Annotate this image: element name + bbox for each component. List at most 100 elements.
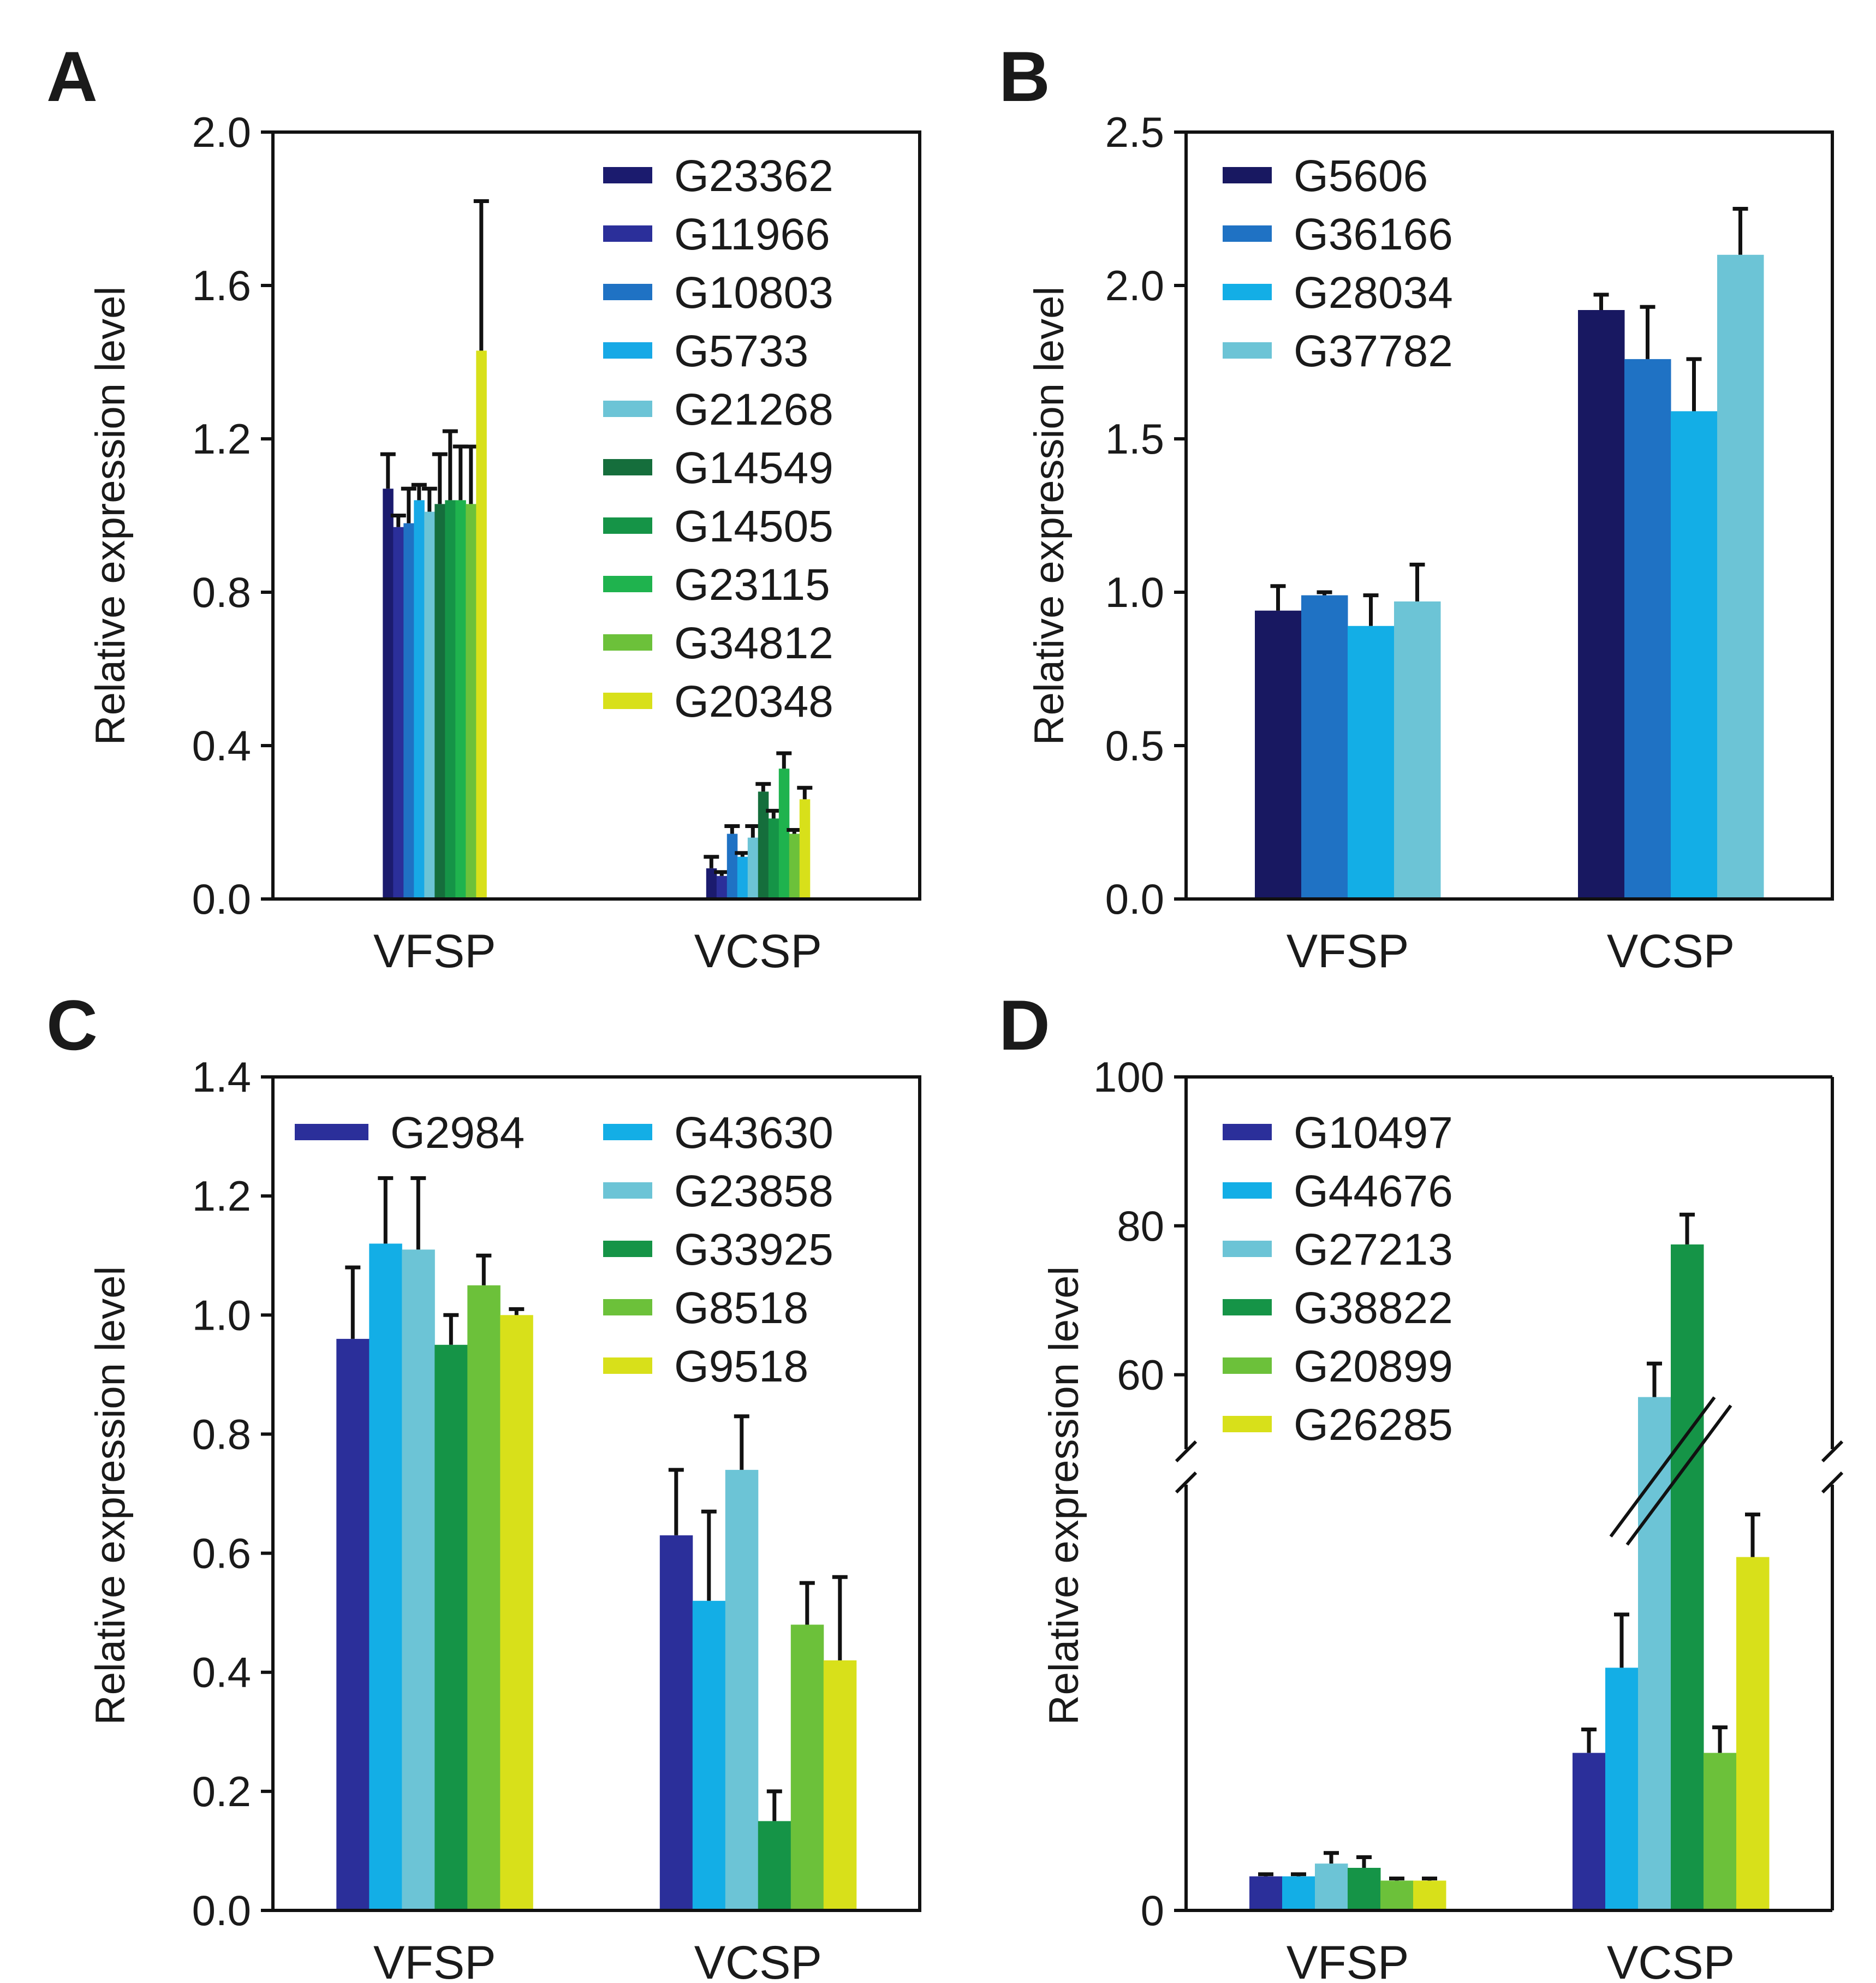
y-axis-label: Relative expression level bbox=[87, 287, 134, 746]
legend-label-g14505: G14505 bbox=[674, 502, 833, 551]
y-tick-label: 0.4 bbox=[192, 1648, 251, 1696]
bar-g23115-vfsp bbox=[455, 500, 466, 899]
plot-frame bbox=[271, 130, 921, 901]
bar-g34812-vfsp bbox=[466, 504, 477, 899]
legend-swatch-g8518 bbox=[603, 1299, 652, 1315]
bar-g5733-vcsp bbox=[737, 856, 748, 899]
plot-frame bbox=[1184, 130, 1834, 901]
legend-swatch-g10803 bbox=[603, 284, 652, 300]
bar-g2984-vfsp bbox=[336, 1338, 370, 1910]
bar-g26285-vcsp bbox=[1736, 1557, 1770, 1910]
legend-label-g33925: G33925 bbox=[674, 1225, 833, 1275]
panel-c: C Relative expression level VFSP VCSP 0.0 0.2… bbox=[46, 985, 921, 1983]
category-label-vcsp: VCSP bbox=[694, 925, 822, 978]
legend-label-g27213: G27213 bbox=[1294, 1225, 1453, 1275]
legend-swatch-g36166 bbox=[1223, 225, 1272, 242]
legend-label-g10497: G10497 bbox=[1294, 1108, 1453, 1158]
category-label-vcsp: VCSP bbox=[1607, 1937, 1735, 1983]
bar-g20348-vcsp bbox=[799, 799, 811, 899]
bar-g11966-vcsp bbox=[716, 876, 728, 899]
bar-g33925-vcsp bbox=[758, 1821, 791, 1910]
bar-g36166-vcsp bbox=[1624, 359, 1671, 899]
legend-swatch-g43630 bbox=[603, 1124, 652, 1140]
legend-label-g38822: G38822 bbox=[1294, 1283, 1453, 1333]
y-tick-label: 0.0 bbox=[192, 875, 251, 923]
bar-g21268-vcsp bbox=[747, 837, 759, 899]
bar-g11966-vfsp bbox=[393, 527, 404, 899]
bar-g43630-vfsp bbox=[369, 1243, 402, 1910]
category-label-vfsp: VFSP bbox=[1287, 1937, 1409, 1983]
bar-g23362-vfsp bbox=[383, 489, 394, 899]
y-axis-label: Relative expression level bbox=[1041, 1266, 1087, 1725]
bar-g28034-vcsp bbox=[1671, 411, 1718, 899]
bar-g33925-vfsp bbox=[434, 1344, 468, 1910]
bar-g36166-vfsp bbox=[1301, 595, 1348, 899]
bar-g5733-vfsp bbox=[414, 500, 425, 899]
category-label-vcsp: VCSP bbox=[1607, 925, 1735, 978]
legend-swatch-g23115 bbox=[603, 576, 652, 592]
y-tick-label: 100 bbox=[1093, 1053, 1164, 1101]
legend-swatch-g10497 bbox=[1223, 1124, 1272, 1140]
legend-swatch-g2984 bbox=[295, 1124, 368, 1140]
legend-label-g14549: G14549 bbox=[674, 443, 833, 493]
legend-label-g26285: G26285 bbox=[1294, 1400, 1453, 1450]
axis-break-mark bbox=[1175, 1440, 1198, 1463]
bar-g8518-vfsp bbox=[467, 1285, 501, 1911]
legend-label-g28034: G28034 bbox=[1294, 268, 1453, 318]
legend-swatch-g23362 bbox=[603, 167, 652, 183]
y-tick-label: 1.2 bbox=[192, 1172, 251, 1220]
bar-g38822-vfsp bbox=[1348, 1868, 1381, 1910]
legend-swatch-g5606 bbox=[1223, 167, 1272, 183]
bar-g28034-vfsp bbox=[1348, 626, 1395, 899]
legend-label-g34812: G34812 bbox=[674, 618, 833, 668]
legend-swatch-g21268 bbox=[603, 401, 652, 417]
legend-swatch-g34812 bbox=[603, 634, 652, 651]
bar-g26285-vfsp bbox=[1413, 1880, 1446, 1910]
y-tick-label: 0.8 bbox=[192, 1410, 251, 1458]
bar-g21268-vfsp bbox=[424, 511, 435, 899]
legend-swatch-g38822 bbox=[1223, 1299, 1272, 1315]
panel-b: B Relative expression level VFSP VCSP 0.0 0.5… bbox=[999, 37, 1834, 978]
bar-g9518-vfsp bbox=[500, 1315, 533, 1910]
bar-g10497-vfsp bbox=[1249, 1876, 1283, 1910]
category-label-vfsp: VFSP bbox=[1287, 925, 1409, 978]
legend-label-g20348: G20348 bbox=[674, 677, 833, 726]
y-tick-label: 2.0 bbox=[1105, 261, 1164, 309]
legend-swatch-g14549 bbox=[603, 459, 652, 475]
panel-d: D Relative expression level VFSP VCSP 0 60 80 1… bbox=[999, 985, 1844, 1983]
bar-g8518-vcsp bbox=[790, 1624, 824, 1910]
y-tick-label: 1.4 bbox=[192, 1053, 251, 1101]
category-label-vfsp: VFSP bbox=[373, 925, 496, 978]
bar-g20899-vcsp bbox=[1704, 1753, 1737, 1910]
bar-g5606-vcsp bbox=[1578, 310, 1625, 899]
legend-label-g21268: G21268 bbox=[674, 385, 833, 434]
axis-break-mark bbox=[1175, 1471, 1198, 1494]
y-tick-label: 1.5 bbox=[1105, 415, 1164, 463]
legend-swatch-g27213 bbox=[1223, 1241, 1272, 1257]
bar-g5606-vfsp bbox=[1255, 610, 1302, 899]
bar-g23858-vfsp bbox=[402, 1249, 435, 1910]
y-axis-label: Relative expression level bbox=[87, 1266, 134, 1725]
bar-g37782-vcsp bbox=[1717, 254, 1764, 899]
bar-g44676-vcsp bbox=[1605, 1668, 1639, 1910]
axis-break-mark bbox=[1821, 1471, 1844, 1494]
y-tick-label: 1.0 bbox=[1105, 568, 1164, 616]
panel-letter: C bbox=[46, 985, 98, 1065]
legend-label-g44676: G44676 bbox=[1294, 1166, 1453, 1216]
y-tick-label: 0.5 bbox=[1105, 722, 1164, 770]
panel-a: A Relative expression level VFSP VCSP 0.0 0.4… bbox=[46, 37, 921, 978]
y-tick-label: 80 bbox=[1117, 1202, 1164, 1250]
bar-g37782-vfsp bbox=[1394, 601, 1441, 899]
bar-g23362-vcsp bbox=[706, 868, 717, 899]
y-tick-label: 0 bbox=[1141, 1886, 1164, 1934]
legend-label-g23115: G23115 bbox=[674, 560, 830, 610]
legend-swatch-g20348 bbox=[603, 693, 652, 709]
bar-g14505-vfsp bbox=[445, 500, 456, 899]
bar-g10803-vfsp bbox=[403, 523, 414, 899]
y-tick-label: 1.2 bbox=[192, 415, 251, 463]
y-tick-label: 2.5 bbox=[1105, 108, 1164, 156]
bar-g43630-vcsp bbox=[692, 1600, 726, 1910]
legend-label-g20899: G20899 bbox=[1294, 1342, 1453, 1391]
legend-swatch-g14505 bbox=[603, 517, 652, 534]
